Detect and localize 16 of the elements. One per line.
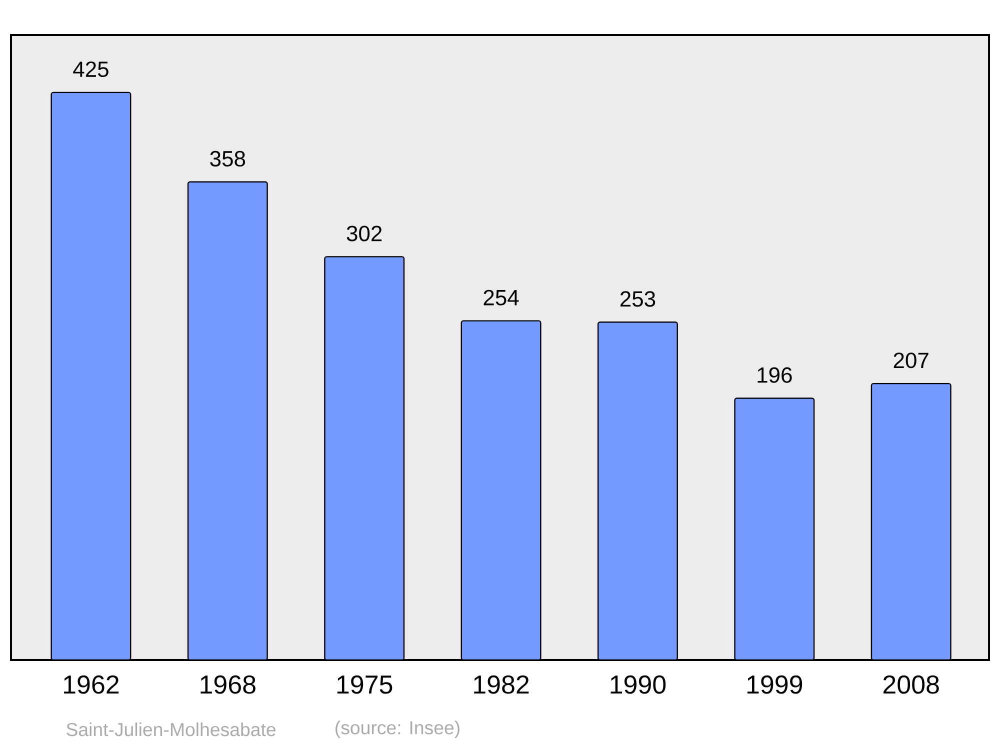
x-tick-label: 1990 (610, 675, 666, 694)
data-label: 425 (73, 61, 108, 78)
text: Saint-Julien-Molhesabate (66, 722, 276, 736)
text: (source: Insee) (336, 720, 460, 738)
x-tick-label: 1968 (200, 675, 256, 694)
x-tick-label: 1982 (474, 675, 529, 694)
x-tick-label: 1962 (64, 675, 119, 694)
data-label: 358 (210, 150, 246, 167)
x-tick-label: 1999 (747, 675, 802, 694)
data-label: 196 (758, 367, 792, 383)
data-label: 207 (894, 352, 928, 368)
data-label: 302 (346, 226, 382, 242)
data-label: 253 (620, 291, 656, 307)
x-tick-label: 2008 (883, 675, 939, 694)
data-label: 254 (484, 290, 519, 306)
x-tick-label: 1975 (337, 675, 392, 694)
